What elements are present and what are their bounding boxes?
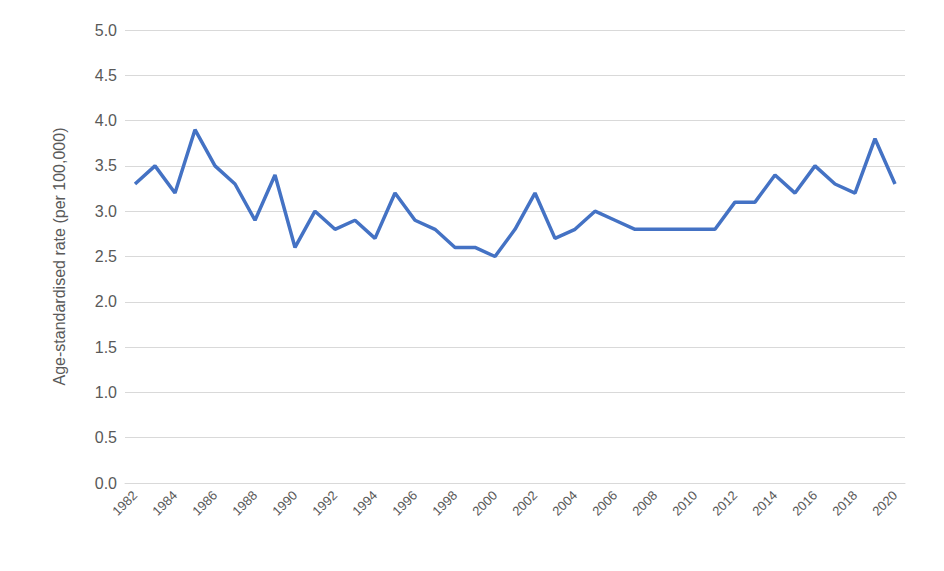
- svg-text:1984: 1984: [149, 488, 180, 519]
- svg-text:2002: 2002: [509, 488, 540, 519]
- svg-text:Age-standardised rate (per 100: Age-standardised rate (per 100,000): [51, 128, 68, 386]
- svg-text:2012: 2012: [709, 488, 740, 519]
- svg-text:1998: 1998: [429, 488, 460, 519]
- svg-text:1.0: 1.0: [95, 384, 117, 401]
- svg-text:2020: 2020: [869, 488, 900, 519]
- svg-text:2008: 2008: [629, 488, 660, 519]
- svg-text:1994: 1994: [349, 488, 380, 519]
- svg-text:2016: 2016: [789, 488, 820, 519]
- svg-text:1.5: 1.5: [95, 339, 117, 356]
- svg-text:1982: 1982: [109, 488, 140, 519]
- svg-text:1996: 1996: [389, 488, 420, 519]
- svg-text:1986: 1986: [189, 488, 220, 519]
- svg-text:2014: 2014: [749, 488, 780, 519]
- svg-text:1992: 1992: [309, 488, 340, 519]
- svg-text:4.5: 4.5: [95, 67, 117, 84]
- svg-text:2010: 2010: [669, 488, 700, 519]
- svg-text:2.0: 2.0: [95, 293, 117, 310]
- svg-text:2018: 2018: [829, 488, 860, 519]
- svg-text:3.5: 3.5: [95, 157, 117, 174]
- svg-text:4.0: 4.0: [95, 112, 117, 129]
- svg-text:2006: 2006: [589, 488, 620, 519]
- svg-text:1988: 1988: [229, 488, 260, 519]
- svg-text:2004: 2004: [549, 488, 580, 519]
- svg-text:2.5: 2.5: [95, 248, 117, 265]
- svg-text:3.0: 3.0: [95, 203, 117, 220]
- svg-text:2000: 2000: [469, 488, 500, 519]
- svg-text:0.0: 0.0: [95, 475, 117, 492]
- svg-text:1990: 1990: [269, 488, 300, 519]
- svg-text:5.0: 5.0: [95, 22, 117, 39]
- svg-text:0.5: 0.5: [95, 429, 117, 446]
